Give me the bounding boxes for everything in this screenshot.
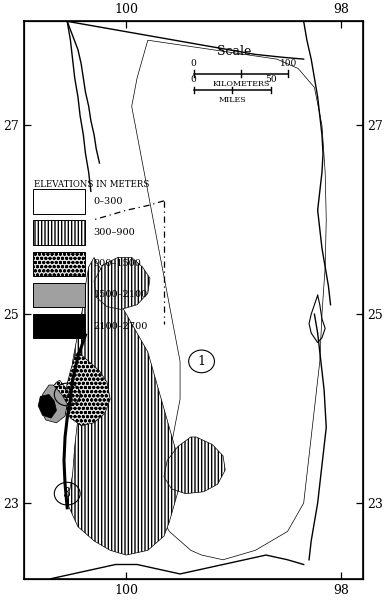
Text: 100: 100 bbox=[280, 59, 297, 68]
Text: 50: 50 bbox=[265, 75, 277, 84]
Text: 0–300: 0–300 bbox=[94, 197, 123, 206]
Text: 1: 1 bbox=[197, 355, 205, 368]
Bar bbox=[33, 314, 85, 338]
Polygon shape bbox=[67, 257, 180, 555]
Polygon shape bbox=[164, 437, 225, 494]
Text: Scale: Scale bbox=[217, 44, 251, 58]
Bar bbox=[33, 189, 85, 214]
Text: 1500–2100: 1500–2100 bbox=[94, 290, 148, 299]
Text: 2: 2 bbox=[63, 388, 71, 401]
Bar bbox=[33, 251, 85, 276]
Bar bbox=[33, 283, 85, 307]
Polygon shape bbox=[40, 385, 67, 423]
Text: 0: 0 bbox=[191, 75, 196, 84]
Text: 3: 3 bbox=[63, 487, 71, 500]
Bar bbox=[33, 220, 85, 245]
Polygon shape bbox=[46, 380, 73, 418]
Text: 2100–2700: 2100–2700 bbox=[94, 322, 148, 331]
Polygon shape bbox=[132, 40, 326, 560]
Text: ELEVATIONS IN METERS: ELEVATIONS IN METERS bbox=[34, 179, 150, 188]
Text: 300–900: 300–900 bbox=[94, 228, 135, 237]
Polygon shape bbox=[94, 257, 150, 310]
Text: 900–1500: 900–1500 bbox=[94, 259, 142, 268]
Polygon shape bbox=[38, 394, 57, 418]
Text: KILOMETERS: KILOMETERS bbox=[212, 80, 270, 88]
Text: MILES: MILES bbox=[219, 96, 246, 104]
Polygon shape bbox=[64, 352, 110, 425]
Text: 0: 0 bbox=[191, 59, 196, 68]
